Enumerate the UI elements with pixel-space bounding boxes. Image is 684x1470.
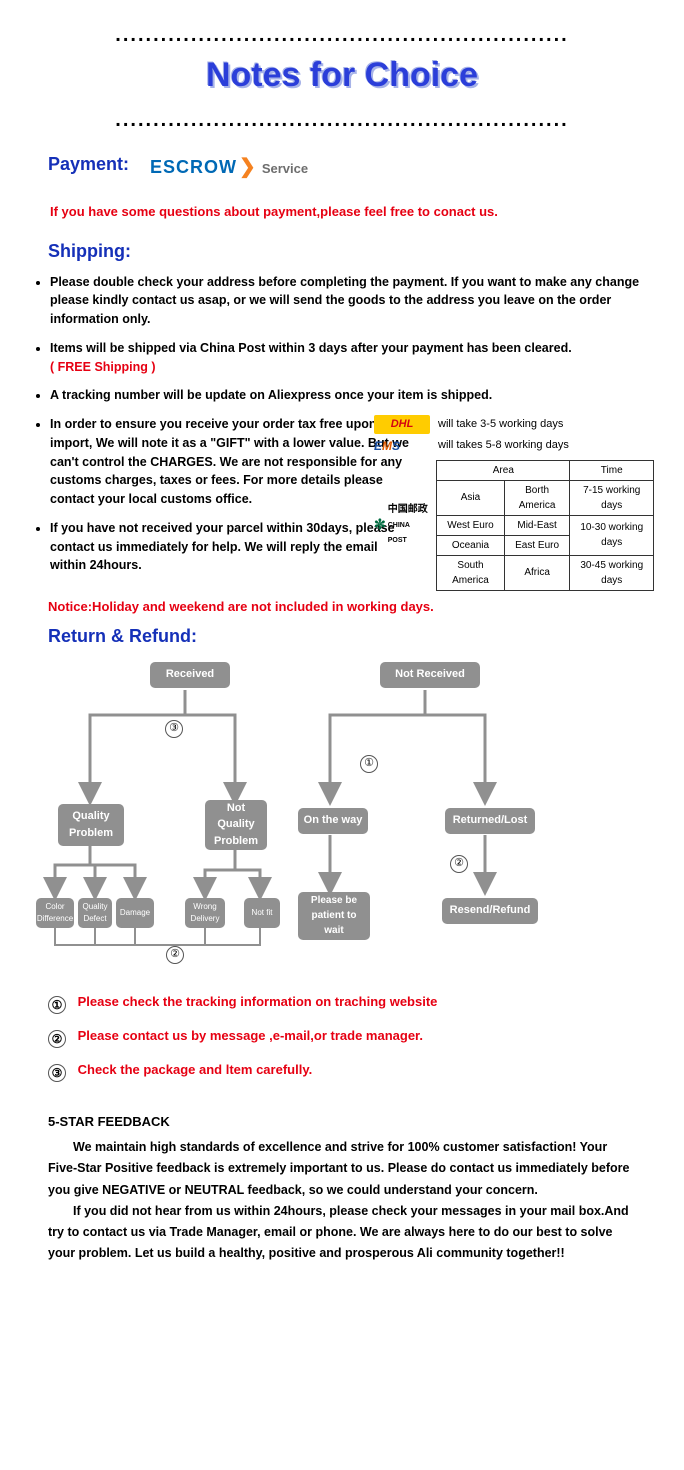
time-head: Time (570, 460, 654, 480)
table-row: Asia Borth America 7-15 working days (437, 480, 654, 515)
carrier-row-ems: EMS will takes 5-8 working days (374, 437, 654, 455)
node-not-quality: Not Quality Problem (205, 800, 267, 850)
chinapost-icon: ✼ (374, 514, 386, 535)
node-q-defect: Quality Defect (78, 898, 112, 928)
step2-text: ② Please contact us by message ,e-mail,o… (48, 1026, 654, 1048)
node-damage: Damage (116, 898, 154, 928)
dhl-text: will take 3-5 working days (438, 416, 563, 433)
cell: Asia (437, 480, 505, 515)
step2-icon: ② (48, 1030, 66, 1048)
shipping-list-2: In order to ensure you receive your orde… (50, 415, 410, 575)
node-patient: Please be patient to wait (298, 892, 370, 940)
step1-text: ① Please check the tracking information … (48, 992, 654, 1014)
step1-icon: ① (48, 996, 66, 1014)
payment-heading: Payment: ESCROW ❯ Service (48, 151, 654, 182)
escrow-word: ESCROW (150, 154, 237, 181)
shipping-heading: Shipping: (48, 238, 654, 265)
feedback-p1: We maintain high standards of excellence… (48, 1137, 636, 1201)
dot-row-top: ........................................… (30, 20, 654, 50)
cell: Oceania (437, 535, 505, 555)
area-table: Area Time Asia Borth America 7-15 workin… (436, 460, 654, 591)
escrow-logo: ESCROW ❯ Service (150, 152, 308, 182)
feedback-p2: If you did not hear from us within 24hou… (48, 1201, 636, 1265)
chinapost-cn: 中国邮政 (388, 504, 428, 515)
payment-note: If you have some questions about payment… (50, 202, 654, 222)
ems-logo: EMS (374, 437, 430, 455)
cell: Mid-East (504, 515, 570, 535)
node-resend: Resend/Refund (442, 898, 538, 924)
chinapost-en: CHINA POST (388, 522, 410, 544)
cell: Africa (504, 555, 570, 590)
dot-row-bottom: ........................................… (30, 105, 654, 135)
table-row: South America Africa 30-45 working days (437, 555, 654, 590)
cell: South America (437, 555, 505, 590)
page-root: ........................................… (0, 0, 684, 1305)
shipping-block-with-side: In order to ensure you receive your orde… (30, 415, 654, 575)
step1-label: Please check the tracking information on… (78, 994, 438, 1009)
escrow-service: Service (262, 159, 308, 179)
ems-text: will takes 5-8 working days (438, 437, 569, 454)
escrow-arrow-icon: ❯ (239, 152, 256, 182)
node-not-received: Not Received (380, 662, 480, 688)
holiday-notice: Notice:Holiday and weekend are not inclu… (48, 597, 654, 617)
return-flowchart: Received Not Received ③ ① Quality Proble… (30, 660, 650, 980)
cell: 30-45 working days (570, 555, 654, 590)
cell: East Euro (504, 535, 570, 555)
shipping-bullet: In order to ensure you receive your orde… (50, 415, 410, 509)
step2-label: Please contact us by message ,e-mail,or … (78, 1028, 423, 1043)
payment-heading-text: Payment: (48, 154, 129, 174)
carrier-side-panel: DHL will take 3-5 working days EMS will … (374, 415, 654, 594)
cell: 10-30 working days (570, 515, 654, 555)
shipping-bullet: If you have not received your parcel wit… (50, 519, 410, 575)
feedback-heading: 5-STAR FEEDBACK (48, 1112, 654, 1132)
node-on-way: On the way (298, 808, 368, 834)
shipping-bullet-text: Items will be shipped via China Post wit… (50, 341, 572, 355)
step3-text: ③ Check the package and ltem carefully. (48, 1060, 654, 1082)
carrier-row-chinapost: ✼ 中国邮政 CHINA POST Area Time Asia Borth A… (374, 458, 654, 591)
area-head: Area (437, 460, 570, 480)
shipping-bullet: Please double check your address before … (50, 273, 654, 329)
shipping-bullet: Items will be shipped via China Post wit… (50, 339, 654, 377)
step-circle-2a: ② (450, 855, 468, 873)
step-circle-2b: ② (166, 946, 184, 964)
cell: 7-15 working days (570, 480, 654, 515)
node-quality: Quality Problem (58, 804, 124, 846)
table-row: West Euro Mid-East 10-30 working days (437, 515, 654, 535)
shipping-bullet: A tracking number will be update on Alie… (50, 386, 654, 405)
step3-icon: ③ (48, 1064, 66, 1082)
step-circle-3: ③ (165, 720, 183, 738)
step-circle-1: ① (360, 755, 378, 773)
free-shipping-label: ( FREE Shipping ) (50, 360, 156, 374)
carrier-row-dhl: DHL will take 3-5 working days (374, 415, 654, 434)
cell: West Euro (437, 515, 505, 535)
dhl-logo: DHL (374, 415, 430, 434)
node-returned: Returned/Lost (445, 808, 535, 834)
table-row: Area Time (437, 460, 654, 480)
node-color-diff: Color Difference (36, 898, 74, 928)
chinapost-logo: ✼ 中国邮政 CHINA POST (374, 502, 428, 547)
page-title: Notes for Choice (30, 50, 654, 101)
cell: Borth America (504, 480, 570, 515)
node-received: Received (150, 662, 230, 688)
node-wrong: Wrong Delivery (185, 898, 225, 928)
node-not-fit: Not fit (244, 898, 280, 928)
step3-label: Check the package and ltem carefully. (78, 1062, 313, 1077)
shipping-list: Please double check your address before … (50, 273, 654, 406)
return-heading: Return & Refund: (48, 623, 654, 650)
